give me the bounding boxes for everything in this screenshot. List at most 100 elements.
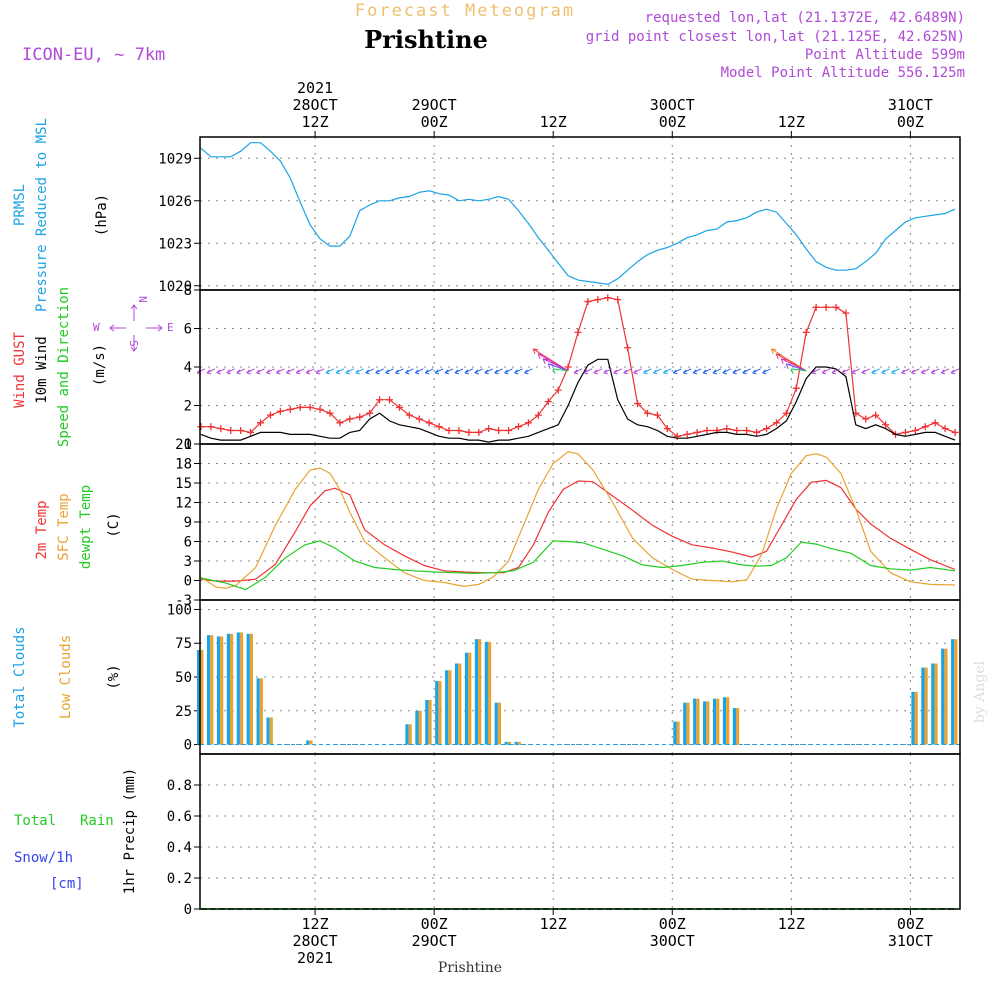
credit-watermark: by Angel bbox=[972, 660, 988, 723]
y-tick-label: 15 bbox=[175, 476, 192, 492]
wind-direction-arrow bbox=[603, 368, 613, 375]
total-cloud-bar bbox=[266, 717, 270, 745]
snow-label: Snow/1h bbox=[14, 850, 73, 866]
gust-marker bbox=[941, 425, 949, 433]
wind-direction-arrow bbox=[940, 368, 950, 375]
low-cloud-bar bbox=[408, 724, 412, 745]
wind-direction-arrow bbox=[504, 368, 513, 375]
speed-direction-label: Speed and Direction bbox=[56, 287, 72, 447]
gust-marker bbox=[514, 423, 522, 431]
requested-coords: requested lon,lat (21.1372E, 42.6489N) bbox=[645, 10, 965, 26]
gust-marker bbox=[584, 298, 592, 306]
panel-frame bbox=[199, 753, 961, 910]
low-cloud-bar bbox=[696, 698, 700, 745]
low-cloud-bar bbox=[478, 639, 482, 745]
low-cloud-bar bbox=[954, 639, 958, 745]
wind-direction-arrow bbox=[722, 368, 732, 375]
gust-marker bbox=[872, 411, 880, 419]
wind-direction-arrow bbox=[633, 368, 642, 375]
gust-marker bbox=[882, 421, 890, 429]
gust-marker bbox=[862, 415, 870, 423]
low-clouds-label: Low Clouds bbox=[58, 635, 74, 719]
gust-marker bbox=[266, 411, 274, 419]
wind-panel: 0 2 4 6 8 bbox=[184, 283, 961, 453]
wind-direction-arrow bbox=[851, 368, 861, 375]
total-cloud-bar bbox=[256, 678, 260, 745]
wind-direction-arrow bbox=[861, 368, 870, 375]
gust-marker bbox=[822, 303, 830, 311]
top-time-label: 30OCT bbox=[650, 96, 695, 114]
wind-direction-arrow bbox=[623, 368, 632, 375]
prmsl-line bbox=[200, 142, 956, 285]
wind-direction-arrow bbox=[444, 368, 454, 375]
gust-marker bbox=[326, 409, 334, 417]
footer-station: Prishtine bbox=[438, 960, 502, 976]
gust-marker bbox=[415, 415, 423, 423]
bottom-time-label: 29OCT bbox=[412, 932, 457, 950]
total-cloud-bar bbox=[435, 681, 439, 745]
temperature-panel: -3 0 3 6 9 12 15 18 21 bbox=[175, 437, 961, 609]
10m-wind-label: 10m Wind bbox=[34, 336, 50, 403]
total-cloud-bar bbox=[712, 698, 717, 745]
gust-marker bbox=[405, 411, 413, 419]
wind-direction-arrow bbox=[454, 368, 464, 375]
wind-direction-arrow bbox=[266, 368, 275, 375]
total-cloud-bar bbox=[673, 721, 677, 745]
gust-marker bbox=[763, 425, 771, 433]
wind-gust-label: Wind GUST bbox=[12, 332, 28, 408]
low-cloud-bar bbox=[517, 741, 521, 745]
gust-marker bbox=[832, 303, 840, 311]
strong-wind-arrow bbox=[785, 363, 807, 372]
gust-marker bbox=[534, 411, 542, 419]
wind-direction-arrow bbox=[424, 368, 434, 375]
rain-label: Rain bbox=[80, 813, 114, 829]
gust-marker bbox=[227, 427, 235, 435]
compass-rose: W E N S bbox=[93, 296, 174, 352]
total-cloud-bar bbox=[931, 663, 935, 745]
y-tick-label: 1026 bbox=[158, 194, 192, 210]
wind-direction-arrow bbox=[385, 368, 394, 375]
wind-direction-arrow bbox=[831, 368, 841, 375]
top-time-label: 12Z bbox=[302, 113, 329, 131]
total-cloud-bar bbox=[197, 649, 201, 745]
y-tick-label: 0.2 bbox=[167, 871, 192, 887]
compass-arrows bbox=[109, 304, 163, 352]
y-tick-label: 1029 bbox=[158, 151, 192, 167]
wind-direction-arrow bbox=[206, 368, 216, 375]
gust-marker bbox=[445, 427, 453, 435]
strong-wind-arrow bbox=[552, 368, 569, 375]
wind-direction-arrow bbox=[662, 368, 672, 375]
low-cloud-bar bbox=[220, 636, 224, 745]
y-tick-label: 0 bbox=[184, 902, 192, 918]
total-cloud-bar bbox=[732, 708, 737, 745]
y-tick-label: 21 bbox=[175, 437, 192, 453]
compass-east: E bbox=[167, 321, 174, 334]
total-cloud-bar bbox=[464, 652, 469, 745]
wind-direction-arrow bbox=[653, 368, 662, 375]
top-time-label: 00Z bbox=[897, 113, 924, 131]
gust-marker bbox=[574, 328, 582, 336]
gust-marker bbox=[286, 405, 294, 413]
strong-wind-arrow bbox=[790, 368, 807, 375]
wind-direction-arrow bbox=[672, 368, 682, 375]
low-cloud-bar bbox=[229, 633, 234, 745]
total-cloud-bar bbox=[425, 699, 429, 745]
gust-marker bbox=[792, 384, 800, 392]
gust-marker bbox=[901, 428, 909, 436]
gust-marker bbox=[237, 427, 245, 435]
wind-direction-arrow bbox=[494, 368, 503, 375]
wind-direction-arrow bbox=[434, 368, 444, 375]
low-cloud-bar bbox=[736, 708, 740, 745]
gust-marker bbox=[356, 413, 364, 421]
wind-direction-arrow bbox=[613, 368, 622, 375]
wind-direction-arrow bbox=[841, 368, 851, 375]
low-cloud-bar bbox=[269, 717, 273, 745]
top-time-label: 28OCT bbox=[293, 96, 338, 114]
total-cloud-bar bbox=[216, 636, 221, 745]
top-time-label: 31OCT bbox=[888, 96, 933, 114]
gust-marker bbox=[455, 427, 463, 435]
forecast-meteogram-title: Forecast Meteogram bbox=[355, 1, 575, 21]
total-clouds-label: Total Clouds bbox=[12, 626, 28, 727]
